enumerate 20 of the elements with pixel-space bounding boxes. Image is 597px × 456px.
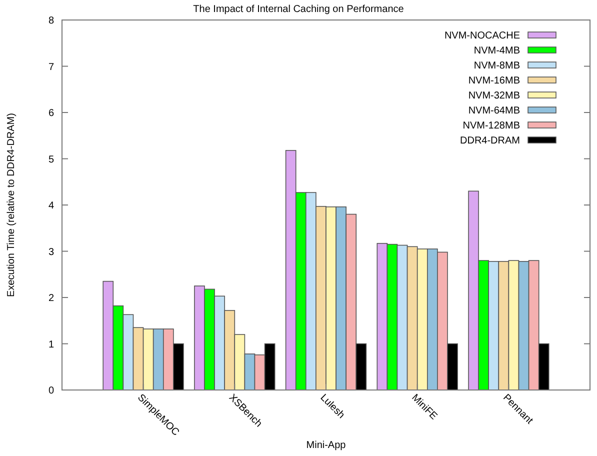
legend-label: NVM-128MB: [462, 120, 520, 132]
y-tick-label: 1: [48, 339, 54, 350]
y-tick-label: 7: [48, 62, 54, 73]
legend-label: NVM-8MB: [474, 60, 520, 72]
y-tick-label: 0: [48, 386, 54, 396]
legend-label: DDR4-DRAM: [460, 136, 520, 146]
y-tick-label: 4: [48, 200, 54, 212]
legend-label: NVM-16MB: [468, 76, 520, 86]
legend-label: NVM-NOCACHE: [444, 30, 520, 42]
legend-label: NVM-64MB: [468, 106, 520, 116]
x-axis-title: Mini-App: [306, 440, 346, 451]
y-tick-label: 2: [48, 293, 54, 304]
y-tick-label: 8: [48, 16, 54, 26]
legend-label: NVM-32MB: [468, 90, 520, 102]
y-axis-title: Execution Time (relative to DDR4-DRAM): [6, 113, 17, 297]
y-tick-label: 3: [48, 246, 54, 258]
legend-label: NVM-4MB: [474, 46, 520, 56]
y-tick-label: 6: [48, 108, 54, 119]
y-tick-label: 5: [48, 154, 54, 166]
chart-title: The Impact of Internal Caching on Performance: [193, 4, 404, 15]
